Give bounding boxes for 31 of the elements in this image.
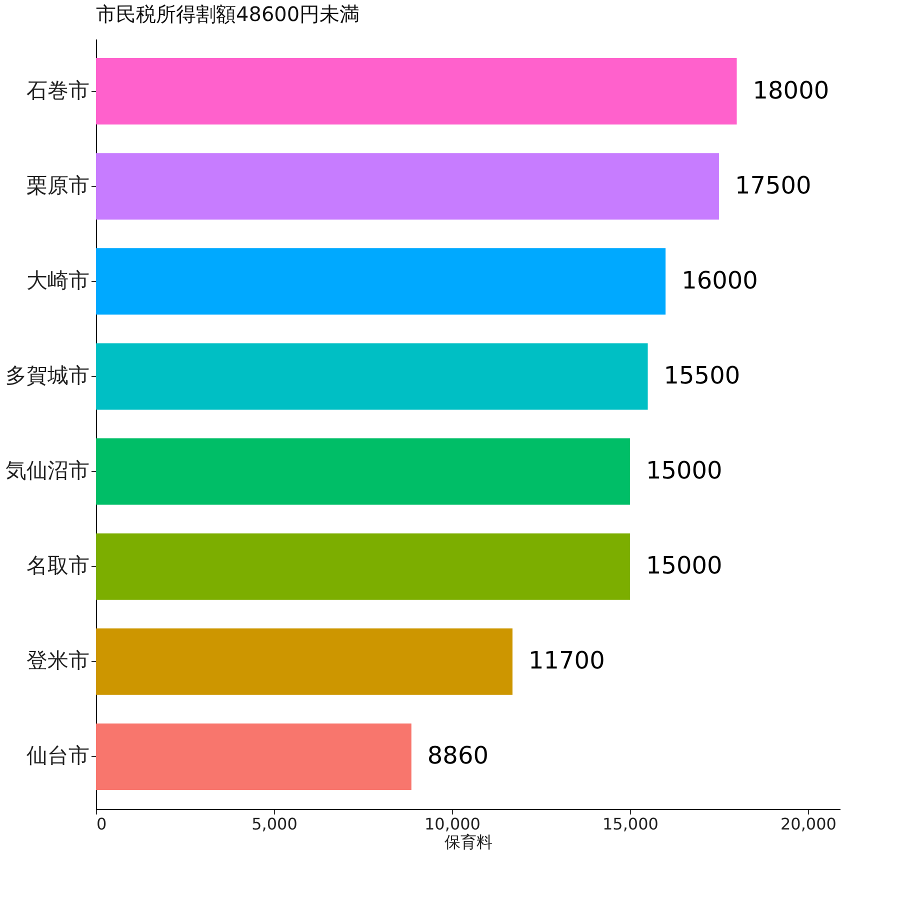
bar bbox=[96, 533, 630, 600]
x-tick-label: 0 bbox=[96, 814, 107, 834]
x-tick-label: 20,000 bbox=[780, 814, 836, 834]
bar bbox=[96, 723, 412, 790]
data-label: 18000 bbox=[752, 76, 830, 104]
x-tick-label: 15,000 bbox=[602, 814, 658, 834]
data-label: 15500 bbox=[664, 361, 740, 390]
bar bbox=[96, 343, 648, 410]
x-tick-label: 5,000 bbox=[252, 814, 298, 834]
y-tick-label: 栗原市 bbox=[26, 173, 90, 198]
data-label: 15000 bbox=[646, 456, 722, 485]
data-label: 8860 bbox=[427, 742, 488, 770]
y-tick-label: 大崎市 bbox=[26, 268, 90, 292]
data-label: 15000 bbox=[646, 552, 722, 580]
data-label: 16000 bbox=[682, 266, 758, 294]
bar bbox=[96, 438, 630, 505]
y-tick-label: 登米市 bbox=[26, 648, 90, 673]
data-label: 17500 bbox=[734, 171, 812, 200]
x-axis-title: 保育料 bbox=[444, 832, 492, 852]
y-tick-label: 気仙沼市 bbox=[6, 458, 90, 483]
x-tick-label: 10,000 bbox=[424, 814, 480, 834]
y-tick-label: 名取市 bbox=[26, 554, 90, 578]
chart-title: 市民税所得割額48600円未満 bbox=[96, 2, 360, 26]
bar bbox=[96, 58, 737, 125]
y-tick-label: 石巻市 bbox=[26, 78, 90, 102]
bar bbox=[96, 153, 719, 220]
data-label: 11700 bbox=[528, 646, 605, 675]
y-tick-label: 多賀城市 bbox=[6, 363, 90, 388]
y-tick-label: 仙台市 bbox=[26, 744, 90, 768]
bar bbox=[96, 628, 512, 695]
bar bbox=[96, 248, 666, 315]
